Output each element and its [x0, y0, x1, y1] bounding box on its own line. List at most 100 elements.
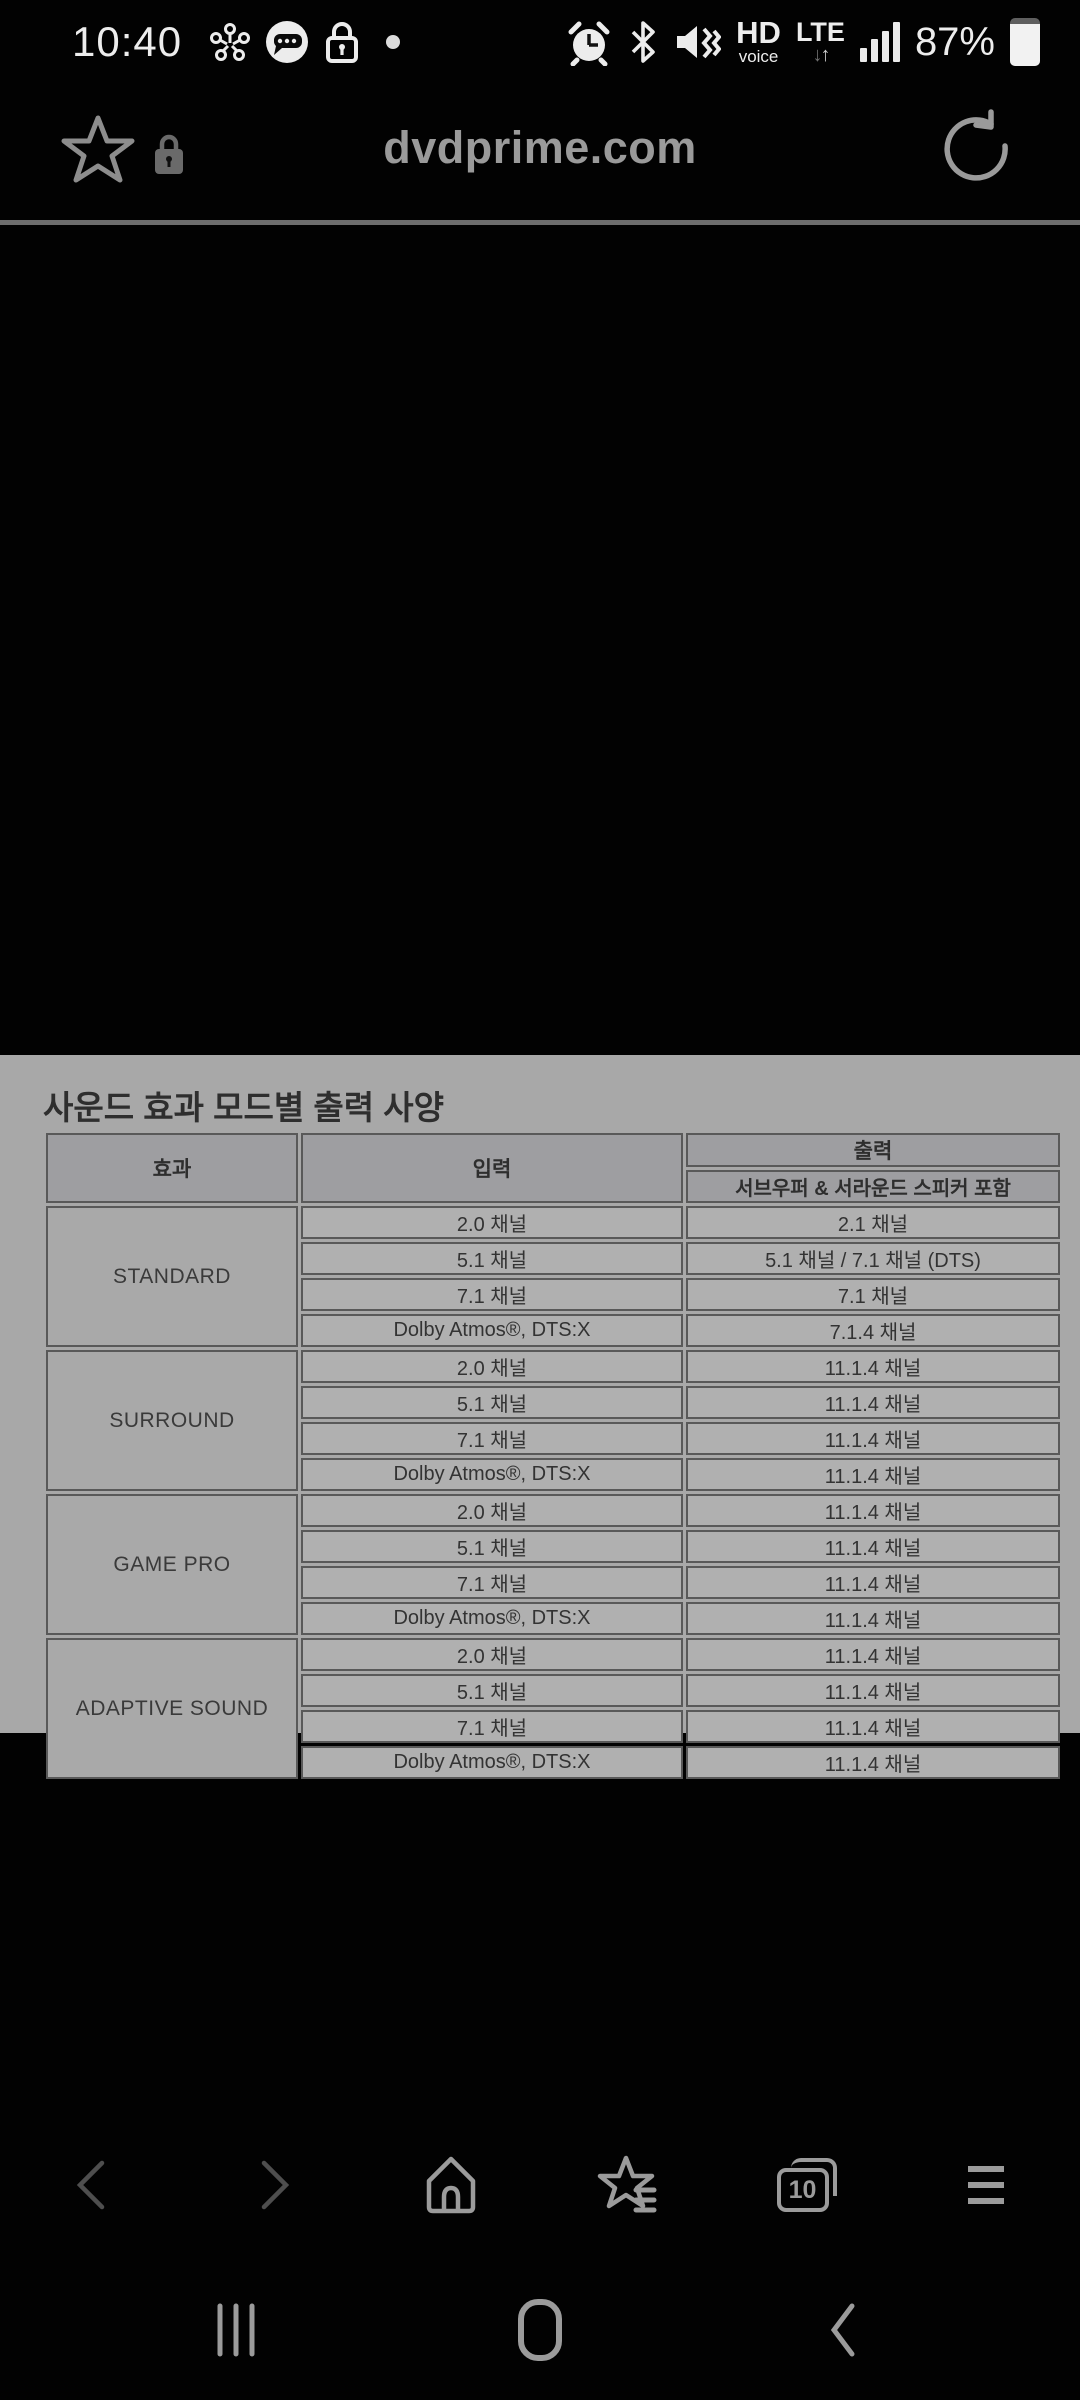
- status-bar-right: HD voice LTE ↓↑ 87%: [565, 15, 1040, 67]
- signal-strength-icon: [859, 22, 900, 62]
- page-title: 사운드 효과 모드별 출력 사양: [43, 1089, 444, 1126]
- toolbar-divider: [0, 220, 1080, 225]
- spec-image-panel: 사운드 효과 모드별 출력 사양 효과 입력 출력 서브우퍼 & 서라운드 스피…: [0, 1055, 1080, 1779]
- chevron-left-icon: [76, 2160, 105, 2210]
- home-nav-button[interactable]: [507, 2297, 573, 2363]
- menu-button[interactable]: [950, 2149, 1022, 2221]
- table-row: 5.1 채널 5.1 채널 / 7.1 채널 (DTS): [46, 1242, 1060, 1275]
- tabs-back-layer-icon: [790, 2158, 837, 2196]
- table-row: STANDARD 2.0 채널 2.1 채널: [46, 1206, 1060, 1347]
- web-content: 사운드 효과 모드별 출력 사양 효과 입력 출력 서브우퍼 & 서라운드 스피…: [0, 225, 1080, 2120]
- chevron-right-icon: [262, 2160, 290, 2210]
- input-cell: 2.0 채널: [301, 1638, 683, 1671]
- input-cell: 5.1 채널: [301, 1242, 683, 1275]
- lte-arrows-icon: ↓↑: [812, 43, 830, 66]
- col-header-effect: 효과: [46, 1133, 298, 1203]
- input-cell: 5.1 채널: [301, 1530, 683, 1563]
- output-cell: 11.1.4 채널: [686, 1746, 1060, 1779]
- output-cell: 11.1.4 채널: [686, 1350, 1060, 1383]
- bookmark-star-icon[interactable]: [58, 110, 138, 190]
- output-cell: 11.1.4 채널: [686, 1530, 1060, 1563]
- back-nav-button[interactable]: [811, 2297, 877, 2363]
- spec-table: 효과 입력 출력 서브우퍼 & 서라운드 스피커 포함 STANDARD 2.0…: [43, 1130, 1063, 1782]
- secure-site-lock-icon[interactable]: [152, 130, 186, 178]
- home-squircle-icon: [518, 2299, 562, 2361]
- table-row: Dolby Atmos®, DTS:X 7.1.4 채널: [46, 1314, 1060, 1347]
- input-cell: 7.1 채널: [301, 1566, 683, 1599]
- refresh-icon[interactable]: [938, 108, 1018, 188]
- menu-icon: [967, 2166, 1004, 2204]
- table-row: 7.1 채널 7.1 채널: [46, 1278, 1060, 1311]
- bookmarks-button[interactable]: [593, 2149, 665, 2221]
- browser-toolbar: dvdprime.com: [0, 78, 1080, 218]
- hd-label: HD: [736, 15, 781, 51]
- home-icon: [426, 2156, 476, 2214]
- chat-notification-icon: [266, 21, 309, 63]
- alarm-icon: [568, 21, 610, 66]
- input-cell: 2.0 채널: [301, 1350, 683, 1383]
- output-cell: 11.1.4 채널: [686, 1494, 1060, 1527]
- browser-bottom-bar: 10: [0, 2128, 1080, 2242]
- notification-dot-icon: [386, 35, 401, 49]
- voice-label: voice: [738, 47, 779, 67]
- table-row: Dolby Atmos®, DTS:X 11.1.4 채널: [46, 1602, 1060, 1635]
- back-chevron-icon: [830, 2303, 855, 2357]
- mode-cell: STANDARD: [46, 1206, 298, 1347]
- input-cell: Dolby Atmos®, DTS:X: [301, 1746, 683, 1779]
- bookmarks-star-icon: [597, 2155, 657, 2213]
- table-row: Dolby Atmos®, DTS:X 11.1.4 채널: [46, 1458, 1060, 1491]
- table-row: 7.1 채널 11.1.4 채널: [46, 1422, 1060, 1455]
- col-header-output: 출력: [686, 1133, 1060, 1167]
- table-row: 5.1 채널 11.1.4 채널: [46, 1386, 1060, 1419]
- recents-icon: [217, 2303, 255, 2357]
- table-row: 7.1 채널 11.1.4 채널: [46, 1710, 1060, 1743]
- table-row: 5.1 채널 11.1.4 채널: [46, 1530, 1060, 1563]
- android-nav-bar: [0, 2282, 1080, 2378]
- table-subheader-row: 서브우퍼 & 서라운드 스피커 포함: [46, 1170, 1060, 1203]
- output-cell: 11.1.4 채널: [686, 1674, 1060, 1707]
- output-cell: 11.1.4 채널: [686, 1602, 1060, 1635]
- back-button[interactable]: [58, 2149, 130, 2221]
- col-header-input: 입력: [301, 1133, 683, 1203]
- status-bar: 10:40: [0, 0, 1080, 78]
- output-cell: 11.1.4 채널: [686, 1422, 1060, 1455]
- bluetooth-icon: [631, 21, 655, 63]
- url-bar[interactable]: dvdprime.com: [383, 122, 697, 173]
- input-cell: 7.1 채널: [301, 1422, 683, 1455]
- output-cell: 11.1.4 채널: [686, 1386, 1060, 1419]
- input-cell: Dolby Atmos®, DTS:X: [301, 1458, 683, 1491]
- forward-button[interactable]: [236, 2149, 308, 2221]
- input-cell: 7.1 채널: [301, 1710, 683, 1743]
- table-header-row: 효과 입력 출력: [46, 1133, 1060, 1203]
- input-cell: 7.1 채널: [301, 1278, 683, 1311]
- table-row: 5.1 채널 11.1.4 채널: [46, 1674, 1060, 1707]
- tab-count: 10: [788, 2175, 817, 2204]
- input-cell: Dolby Atmos®, DTS:X: [301, 1602, 683, 1635]
- table-row: Dolby Atmos®, DTS:X 11.1.4 채널: [46, 1746, 1060, 1779]
- tabs-icon: 10: [776, 2158, 839, 2212]
- recents-button[interactable]: [203, 2297, 269, 2363]
- input-cell: 2.0 채널: [301, 1206, 683, 1239]
- output-cell: 11.1.4 채널: [686, 1566, 1060, 1599]
- mode-cell: ADAPTIVE SOUND: [46, 1638, 298, 1779]
- home-button[interactable]: [415, 2149, 487, 2221]
- tabs-button[interactable]: 10: [772, 2149, 844, 2221]
- mode-cell: GAME PRO: [46, 1494, 298, 1635]
- battery-percent-text: 87%: [914, 19, 995, 64]
- hd-voice-indicator: HD voice: [736, 15, 781, 67]
- output-cell: 7.1.4 채널: [686, 1314, 1060, 1347]
- output-subheader: 서브우퍼 & 서라운드 스피커 포함: [686, 1170, 1060, 1203]
- output-cell: 11.1.4 채널: [686, 1710, 1060, 1743]
- table-row: GAME PRO 2.0 채널 11.1.4 채널: [46, 1494, 1060, 1635]
- smartthings-icon: [210, 23, 251, 61]
- clock-text: 10:40: [72, 18, 183, 65]
- lock-status-icon: [326, 22, 359, 63]
- output-cell: 5.1 채널 / 7.1 채널 (DTS): [686, 1242, 1060, 1275]
- battery-icon: [1010, 18, 1040, 66]
- input-cell: 2.0 채널: [301, 1494, 683, 1527]
- input-cell: 5.1 채널: [301, 1386, 683, 1419]
- status-bar-left: 10:40: [72, 18, 401, 66]
- lte-indicator: LTE ↓↑: [796, 19, 845, 66]
- output-cell: 11.1.4 채널: [686, 1638, 1060, 1671]
